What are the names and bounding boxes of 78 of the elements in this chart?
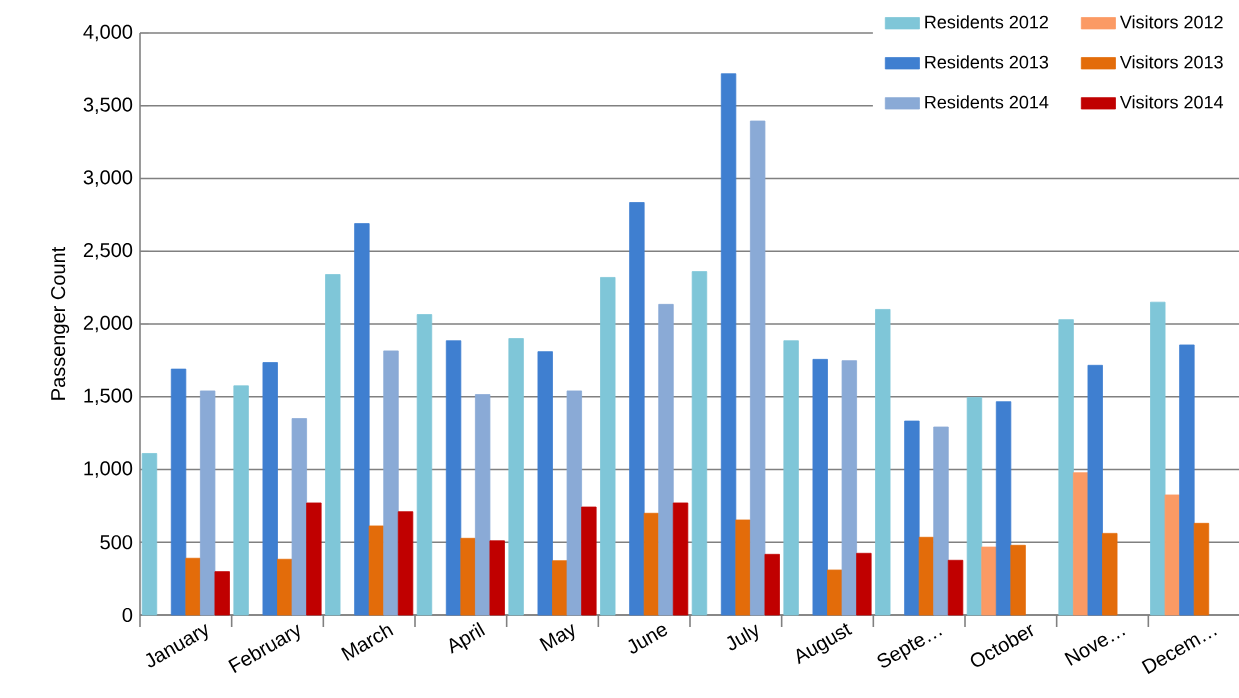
bar [1193,522,1210,616]
x-tick-label: Nove… [1064,632,1126,666]
x-tick-label: July [727,624,758,651]
bar [233,385,249,616]
bar [185,557,201,616]
bar [489,540,505,616]
bar [918,536,935,616]
bar [1087,364,1103,616]
bar [1164,494,1181,616]
x-tick-label: June [628,625,668,654]
bar [170,368,187,616]
bar [1102,532,1118,616]
y-tick-label: 2,000 [83,315,133,333]
bar [262,362,278,616]
bar [306,502,322,616]
bar [691,271,708,616]
bar [600,277,616,616]
bar [783,340,799,616]
bar [629,202,645,616]
bar [841,360,857,616]
y-tick-label: 4,000 [83,24,133,42]
x-tick-label: April [449,621,486,654]
y-tick-label: 3,500 [83,97,133,115]
bar [537,351,553,616]
bar [214,571,230,616]
legend-label: Visitors 2012 [1119,15,1223,29]
y-tick-label: 1,500 [84,388,133,406]
y-tick-label: 1,000 [84,461,133,478]
y-tick-label: 3,000 [83,170,133,187]
bar [581,506,597,616]
bar [749,120,766,616]
bar [933,426,949,616]
bar [474,394,491,616]
bar [416,314,433,616]
bar [508,338,524,616]
y-tick-label: 500 [100,535,133,550]
bar [764,553,780,616]
bar [1073,472,1089,616]
bar [995,401,1012,616]
bar [966,397,983,616]
legend-label: Residents 2014 [925,95,1049,109]
bar [658,303,674,616]
bar [643,512,660,616]
bar [383,350,399,616]
legend-label: Residents 2012 [925,15,1048,29]
bar [460,537,476,616]
bar [827,569,843,616]
legend-label: Visitors 2013 [1119,55,1223,69]
bar [291,418,307,616]
bar [552,560,568,616]
bar [720,73,737,616]
legend-label: Residents 2013 [925,55,1049,69]
bar [1010,544,1026,616]
bar [735,519,751,616]
bar [1179,344,1195,616]
bar [141,453,158,616]
bar [981,546,997,616]
bar [856,552,872,616]
bar [368,525,385,616]
bar [397,511,414,616]
y-axis-title: Passenger Count [51,246,70,400]
bar [445,340,462,616]
bar [1058,319,1074,616]
bar [199,390,216,616]
x-tick-label: May [539,623,575,652]
bar [947,559,964,616]
bar [875,309,891,616]
bar [325,274,341,616]
bar [812,358,828,616]
bar [904,420,920,616]
bar [672,502,689,616]
y-tick-label: 0 [122,607,133,623]
bar [566,390,582,616]
bar [277,558,293,616]
bar [1150,301,1166,616]
bar [354,223,370,616]
y-tick-label: 2,500 [83,243,133,260]
legend-label: Visitors 2014 [1119,95,1224,109]
